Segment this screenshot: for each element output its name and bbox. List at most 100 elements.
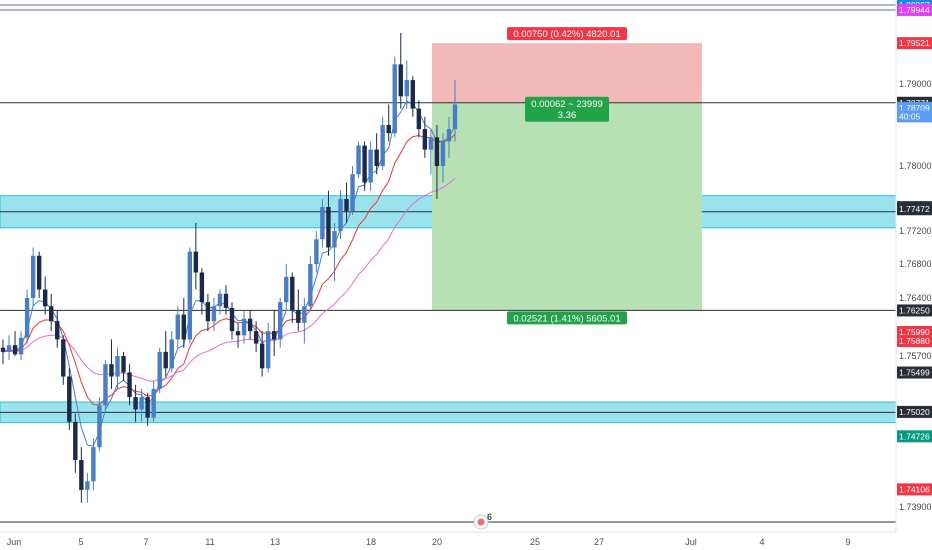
- candle: [18, 331, 24, 361]
- candle: [181, 298, 186, 348]
- candle-body: [187, 251, 193, 340]
- candle-body: [320, 207, 325, 240]
- candle-body: [314, 239, 319, 264]
- candle: [308, 255, 313, 311]
- candle: [374, 133, 379, 175]
- price-tick: 1.73900: [899, 502, 932, 512]
- time-tick: Jun: [7, 537, 22, 547]
- candle-body: [392, 64, 397, 134]
- price-tick: 1.79000: [899, 79, 932, 89]
- candle-body: [18, 337, 24, 355]
- candle: [247, 310, 253, 340]
- event-marker[interactable]: 6: [473, 512, 492, 530]
- candle: [290, 272, 295, 323]
- candle: [380, 116, 385, 171]
- price-tag: 1.74106: [897, 483, 932, 496]
- svg-text:3.36: 3.36: [558, 110, 577, 121]
- candle: [12, 331, 18, 356]
- moving-averages: [2, 100, 456, 447]
- candle-body: [398, 64, 403, 97]
- price-tick: 1.76400: [899, 293, 932, 303]
- candle-body: [332, 231, 337, 248]
- candle: [151, 380, 156, 422]
- svg-text:0.00062 ~ 23999: 0.00062 ~ 23999: [531, 99, 603, 110]
- candle: [103, 360, 108, 410]
- svg-text:1.77472: 1.77472: [899, 204, 930, 214]
- candle: [42, 276, 48, 315]
- candle-body: [278, 302, 283, 340]
- candle-body: [181, 314, 186, 340]
- candle: [362, 141, 367, 191]
- candle: [392, 56, 397, 138]
- candle-body: [193, 251, 199, 273]
- candle: [133, 384, 138, 422]
- candle-body: [217, 293, 223, 307]
- price-tag: 1.77472: [897, 203, 932, 216]
- candle-body: [127, 372, 132, 398]
- price-axis[interactable]: 1.79000 1.78000 1.77200 1.76800 1.76400 1.757…: [895, 0, 932, 532]
- price-tag: 1.74726: [897, 430, 932, 443]
- candle: [428, 129, 434, 175]
- candle-body: [79, 459, 84, 490]
- svg-text:1.75499: 1.75499: [899, 368, 930, 378]
- candle: [187, 247, 193, 344]
- candle: [6, 335, 12, 361]
- svg-text:1.74726: 1.74726: [899, 431, 930, 441]
- candle: [157, 347, 162, 393]
- candle-body: [241, 318, 247, 336]
- candle: [0, 339, 6, 365]
- candle-body: [247, 318, 253, 332]
- time-tick: 20: [432, 537, 442, 547]
- candle-body: [326, 207, 331, 248]
- candle-body: [109, 364, 114, 377]
- candle: [344, 182, 349, 223]
- candle: [314, 231, 319, 273]
- candle: [139, 388, 144, 422]
- candle: [422, 116, 428, 158]
- candle-body: [440, 141, 446, 166]
- candle: [332, 223, 337, 281]
- svg-text:1.78709: 1.78709: [899, 103, 930, 113]
- price-tick: 1.76800: [899, 259, 932, 269]
- long-position-tool[interactable]: [432, 43, 702, 311]
- candle: [36, 251, 42, 298]
- candle: [446, 116, 452, 158]
- candle: [440, 133, 446, 183]
- candle-body: [139, 397, 144, 410]
- time-tick: 4: [759, 537, 764, 547]
- candle: [265, 322, 271, 373]
- candle-body: [296, 310, 301, 323]
- candle: [91, 438, 96, 490]
- candle-body: [97, 405, 102, 448]
- candle: [211, 298, 217, 332]
- candle-body: [290, 276, 295, 311]
- candle: [24, 289, 30, 344]
- candle: [175, 306, 180, 348]
- candle-body: [151, 388, 156, 418]
- ma-slow: [2, 178, 456, 382]
- candle: [229, 302, 235, 340]
- candle: [199, 268, 205, 315]
- price-tag: 40:05: [897, 110, 932, 123]
- candle-body: [338, 199, 343, 231]
- candle-body: [416, 108, 422, 130]
- time-axis[interactable]: Jun 5 7 11 13 18 20 25 27 Jul 4 9: [0, 531, 896, 547]
- candle: [356, 141, 361, 179]
- candle-body: [175, 314, 180, 340]
- candle-body: [103, 364, 108, 406]
- price-tag: 1.79944: [897, 3, 932, 16]
- svg-text:1.76250: 1.76250: [899, 305, 930, 315]
- price-tag: 1.75020: [897, 405, 932, 418]
- candle-body: [272, 331, 277, 340]
- candle: [97, 397, 102, 452]
- candle: [398, 33, 403, 109]
- target-label: 0.02521 (1.41%) 5605.01: [507, 311, 627, 325]
- candle-body: [404, 80, 409, 97]
- svg-text:1.75020: 1.75020: [899, 407, 930, 417]
- candle-body: [235, 331, 241, 336]
- candle: [109, 339, 114, 389]
- candle: [163, 331, 168, 377]
- candle-body: [428, 137, 434, 150]
- candle-body: [386, 125, 391, 134]
